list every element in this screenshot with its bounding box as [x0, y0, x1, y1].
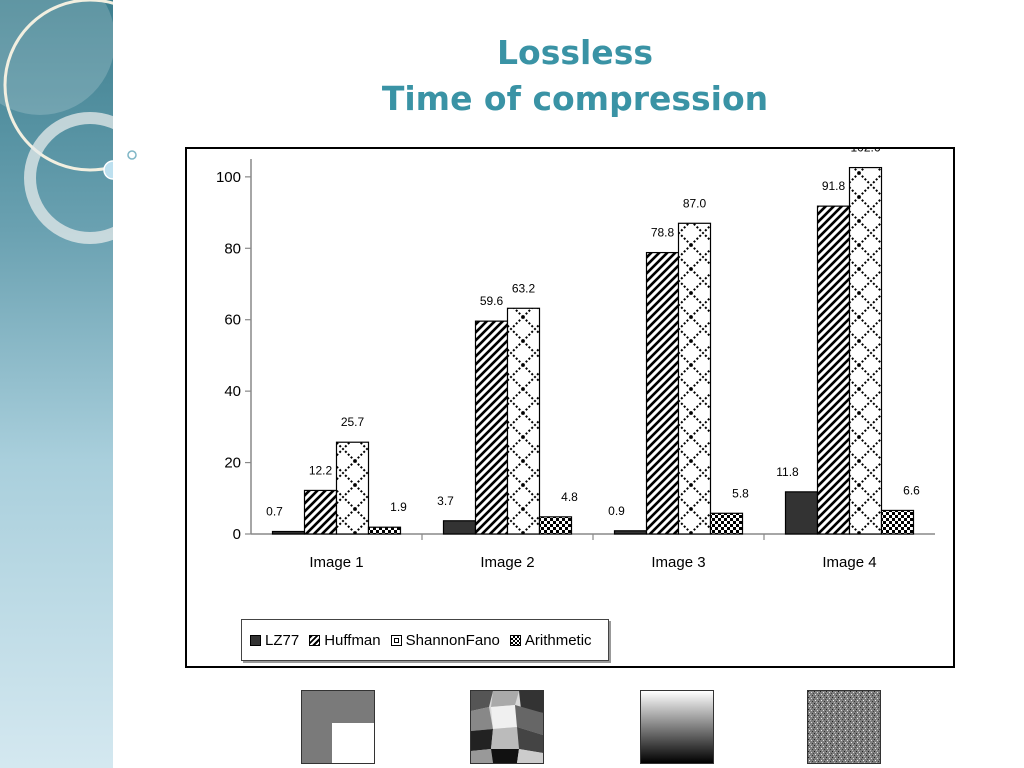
bar-shannonfano-1	[335, 441, 370, 535]
legend-item-shannonfano: ShannonFano	[390, 631, 500, 649]
legend-label-lz77: LZ77	[265, 631, 300, 649]
legend-item-arithmetic: Arithmetic	[509, 631, 592, 649]
bar-lz77-1	[271, 530, 306, 535]
bar-shannonfano-4	[848, 166, 883, 535]
data-label: 0.9	[608, 504, 625, 518]
data-label: 91.8	[822, 179, 846, 193]
bar-shannonfano-2	[506, 307, 541, 535]
x-tick-label: Image 1	[309, 554, 363, 571]
data-label: 11.8	[776, 465, 799, 479]
legend-label-shannonfano: ShannonFano	[405, 631, 500, 649]
legend-label-huffman: Huffman	[324, 631, 381, 649]
slide-title-line2: Time of compression	[381, 79, 769, 118]
decorative-circles	[0, 0, 113, 244]
data-label: 59.6	[480, 294, 504, 308]
legend-item-huffman: Huffman	[309, 631, 381, 649]
legend-swatch-huffman	[309, 634, 321, 646]
bar-arithmetic-4	[880, 509, 915, 535]
bar-arithmetic-2	[538, 516, 573, 535]
bar-lz77-2	[442, 520, 477, 535]
data-label: 4.8	[561, 490, 578, 504]
x-tick-label: Image 3	[651, 554, 705, 571]
image-1-thumbnail	[301, 690, 375, 764]
data-label: 63.2	[512, 281, 536, 295]
data-label: 6.6	[903, 483, 920, 497]
bar-arithmetic-3	[709, 512, 744, 535]
small-circle-decoration	[127, 150, 137, 160]
x-tick-label: Image 4	[822, 554, 876, 571]
bar-arithmetic-1	[367, 526, 402, 535]
bar-lz77-4	[784, 491, 819, 535]
image-4-thumbnail	[807, 690, 881, 764]
bar-huffman-4	[816, 205, 851, 535]
gray-square-white-corner-icon	[302, 691, 374, 763]
data-label: 12.2	[309, 463, 333, 477]
data-label: 87.0	[683, 196, 707, 210]
bar-lz77-3	[613, 530, 648, 535]
legend-swatch-lz77	[250, 634, 261, 646]
vertical-gradient-icon	[641, 691, 713, 763]
legend-swatch-shannonfano	[390, 634, 402, 646]
y-tick-label: 0	[233, 526, 241, 543]
chart-frame: 0 20 40 60 80 100 Image 1 0.7 12.2 25.7 1.9 Image …	[185, 147, 955, 668]
image-3-thumbnail	[640, 690, 714, 764]
data-label: 5.8	[732, 486, 749, 500]
side-decoration-panel	[0, 0, 113, 768]
data-label: 25.7	[341, 415, 365, 429]
y-tick-label: 20	[224, 455, 241, 472]
legend-swatch-arithmetic	[509, 634, 521, 646]
y-tick-label: 60	[224, 312, 241, 329]
bar-huffman-2	[474, 320, 509, 535]
blob-mosaic-icon	[471, 691, 543, 763]
bar-huffman-3	[645, 251, 680, 535]
data-label: 102.6	[850, 149, 880, 155]
y-tick-label: 100	[216, 169, 241, 186]
image-2-thumbnail	[470, 690, 544, 764]
noise-texture-icon	[808, 691, 880, 763]
legend-item-lz77: LZ77	[250, 632, 299, 649]
y-tick-label: 40	[224, 383, 241, 400]
bar-huffman-1	[303, 489, 338, 535]
y-tick-label: 80	[224, 240, 241, 257]
data-label: 1.9	[390, 500, 407, 514]
x-tick-label: Image 2	[480, 554, 534, 571]
data-label: 3.7	[437, 494, 454, 508]
data-label: 0.7	[266, 505, 283, 519]
bar-shannonfano-3	[677, 222, 712, 535]
legend-label-arithmetic: Arithmetic	[524, 631, 592, 649]
data-label: 78.8	[651, 226, 675, 240]
chart-legend: LZ77 Huffman ShannonFano Arithmetic	[241, 619, 609, 661]
bar-chart: 0 20 40 60 80 100 Image 1 0.7 12.2 25.7 1.9 Image …	[216, 149, 935, 571]
slide-title-line1: Lossless	[497, 33, 653, 72]
